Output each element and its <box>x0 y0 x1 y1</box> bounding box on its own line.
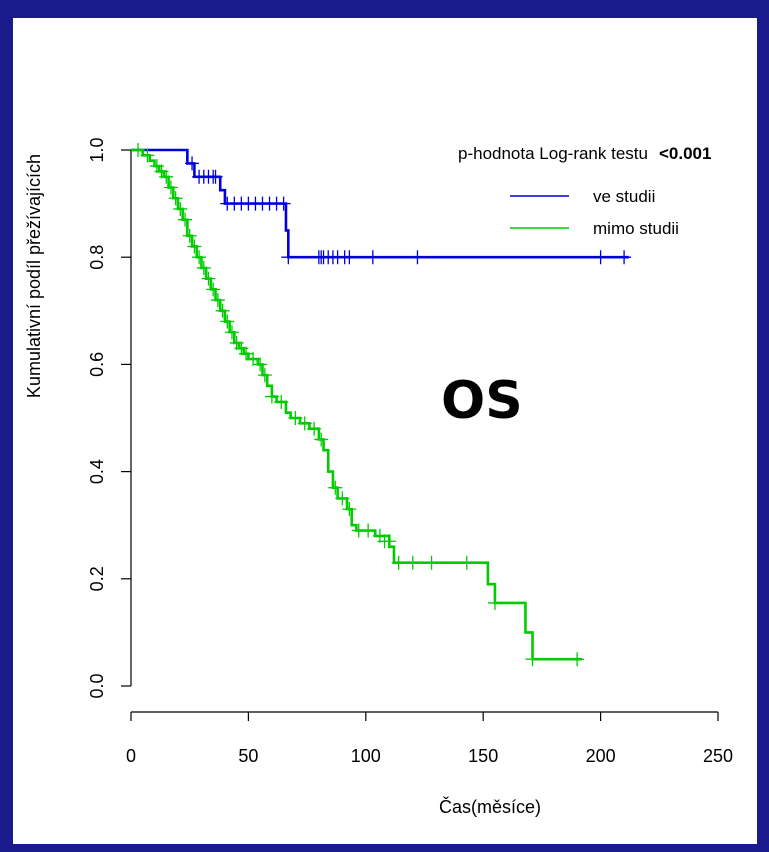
x-tick-label: 250 <box>703 746 733 766</box>
survival-curve <box>131 148 629 259</box>
km-chart: 0.0 0.2 0.4 0.6 0.8 1.0 0 50 100 150 200 250 Kumul… <box>24 137 733 817</box>
censor-mark <box>361 523 376 538</box>
x-tick-label: 150 <box>468 746 498 766</box>
censor-mark <box>182 228 197 243</box>
censor-mark <box>342 502 357 517</box>
y-axis-title: Kumulativní podíl přežívajících <box>24 154 44 398</box>
legend-label-ve-studii: ve studii <box>593 187 655 206</box>
censor-mark <box>159 169 174 184</box>
censor-mark <box>208 169 223 184</box>
censor-mark <box>253 357 268 372</box>
legend: p-hodnota Log-rank testu <0.001 ve studi… <box>458 144 711 238</box>
censor-mark <box>185 156 200 171</box>
censor-mark <box>424 555 439 570</box>
censor-mark <box>297 416 312 431</box>
censor-mark <box>224 325 239 340</box>
censor-mark <box>173 201 188 216</box>
censor-mark <box>163 180 178 195</box>
x-tick-label: 200 <box>586 746 616 766</box>
censor-mark <box>140 148 155 163</box>
censor-mark <box>328 480 343 495</box>
censor-mark <box>187 239 202 254</box>
censor-mark <box>239 346 254 361</box>
axes: 0.0 0.2 0.4 0.6 0.8 1.0 0 50 100 150 200 250 <box>87 137 733 766</box>
x-tick-label: 100 <box>351 746 381 766</box>
censor-mark <box>410 250 425 265</box>
censor-mark <box>459 555 474 570</box>
legend-label-mimo-studii: mimo studii <box>593 219 679 238</box>
chart-frame: 0.0 0.2 0.4 0.6 0.8 1.0 0 50 100 150 200 250 Kumul… <box>13 18 757 844</box>
censor-mark <box>288 411 303 425</box>
censor-mark <box>246 352 261 367</box>
censor-mark <box>196 260 211 275</box>
series-mimo-studii <box>131 143 585 667</box>
x-ticks: 0 50 100 150 200 250 <box>126 712 733 766</box>
censor-mark <box>276 196 291 211</box>
censor-mark <box>220 314 235 329</box>
censor-mark <box>168 191 183 206</box>
x-axis-title: Čas(měsíce) <box>439 796 541 817</box>
x-tick-label: 50 <box>238 746 258 766</box>
censor-mark <box>206 282 221 297</box>
censor-mark <box>192 250 207 265</box>
censor-mark <box>365 250 380 265</box>
y-tick-label: 0.4 <box>87 459 107 484</box>
series-layer <box>131 143 632 667</box>
censor-mark <box>405 555 420 570</box>
x-tick-label: 0 <box>126 746 136 766</box>
censor-mark <box>487 595 502 610</box>
os-label: OS <box>441 371 523 431</box>
censor-mark <box>525 652 540 667</box>
censor-mark <box>314 432 329 447</box>
y-tick-label: 0.0 <box>87 673 107 698</box>
censor-mark <box>210 293 225 308</box>
censor-mark <box>617 250 632 265</box>
y-tick-label: 0.6 <box>87 352 107 377</box>
y-tick-label: 0.2 <box>87 566 107 591</box>
y-tick-label: 0.8 <box>87 245 107 270</box>
censor-mark <box>335 491 350 506</box>
censor-mark <box>178 212 193 227</box>
y-ticks: 0.0 0.2 0.4 0.6 0.8 1.0 <box>87 137 131 699</box>
survival-curve <box>131 148 582 661</box>
censor-mark <box>342 250 357 265</box>
censor-mark <box>215 303 230 318</box>
censor-mark <box>382 534 397 549</box>
censor-mark <box>201 271 216 286</box>
y-tick-label: 1.0 <box>87 137 107 162</box>
censor-mark <box>281 250 296 265</box>
censor-mark <box>391 555 406 570</box>
censor-mark <box>257 368 272 383</box>
p-value: <0.001 <box>659 144 711 163</box>
censor-mark <box>593 250 608 265</box>
censor-mark <box>131 143 146 157</box>
series-ve-studii <box>131 148 632 265</box>
censor-mark <box>307 421 322 436</box>
censor-mark <box>274 394 289 409</box>
censor-mark <box>264 389 279 404</box>
censor-mark <box>570 652 585 667</box>
p-value-label: p-hodnota Log-rank testu <box>458 144 648 163</box>
